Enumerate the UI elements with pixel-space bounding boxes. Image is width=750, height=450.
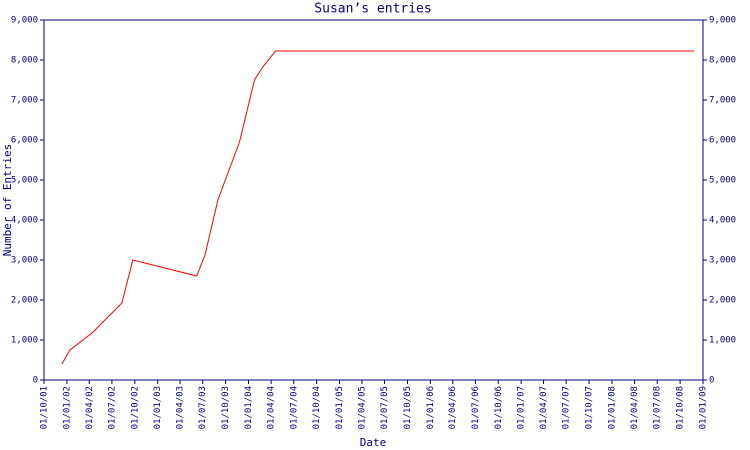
y2-tick-label: 8,000 bbox=[709, 56, 736, 66]
y2-tick-label: 1,000 bbox=[709, 336, 736, 346]
y2-tick-label: 2,000 bbox=[709, 296, 736, 306]
x-tick-label: 01/10/07 bbox=[585, 386, 595, 429]
x-tick-label: 01/04/03 bbox=[176, 386, 186, 429]
x-tick-label: 01/04/05 bbox=[357, 386, 367, 429]
y-tick-label: 9,000 bbox=[11, 16, 38, 26]
y-tick-label: 7,000 bbox=[11, 96, 38, 106]
x-tick-label: 01/04/08 bbox=[630, 386, 640, 429]
x-tick-label: 01/07/05 bbox=[380, 386, 390, 429]
y-tick-label: 4,000 bbox=[11, 216, 38, 226]
y-tick-label: 0 bbox=[33, 376, 38, 386]
x-tick-label: 01/01/09 bbox=[699, 386, 709, 429]
x-tick-label: 01/07/04 bbox=[289, 386, 299, 429]
x-tick-label: 01/07/06 bbox=[471, 386, 481, 429]
y-tick-label: 6,000 bbox=[11, 136, 38, 146]
x-tick-label: 01/10/02 bbox=[130, 386, 140, 429]
x-tick-label: 01/04/06 bbox=[448, 386, 458, 429]
y-axis-label: Number of Entries bbox=[1, 144, 14, 257]
x-tick-label: 01/07/07 bbox=[562, 386, 572, 429]
x-tick-label: 01/10/04 bbox=[312, 386, 322, 429]
y2-tick-label: 6,000 bbox=[709, 136, 736, 146]
x-tick-label: 01/10/06 bbox=[494, 386, 504, 429]
x-tick-label: 01/07/02 bbox=[107, 386, 117, 429]
x-tick-label: 01/01/04 bbox=[244, 386, 254, 429]
data-line bbox=[61, 50, 695, 365]
y-tick-label: 2,000 bbox=[11, 296, 38, 306]
x-axis-label: Date bbox=[360, 436, 387, 449]
x-tick-label: 01/04/04 bbox=[267, 386, 277, 429]
x-tick-label: 01/01/02 bbox=[62, 386, 72, 429]
x-tick-label: 01/01/06 bbox=[426, 386, 436, 429]
y-tick-label: 8,000 bbox=[11, 56, 38, 66]
x-tick-label: 01/10/08 bbox=[676, 386, 686, 429]
y2-tick-label: 9,000 bbox=[709, 16, 736, 26]
x-tick-label: 01/01/07 bbox=[517, 386, 527, 429]
x-tick-label: 01/07/03 bbox=[198, 386, 208, 429]
x-tick-label: 01/10/05 bbox=[403, 386, 413, 429]
y2-tick-label: 3,000 bbox=[709, 256, 736, 266]
y-tick-label: 5,000 bbox=[11, 176, 38, 186]
x-tick-label: 01/01/05 bbox=[335, 386, 345, 429]
y2-tick-label: 0 bbox=[709, 376, 714, 386]
plot-frame bbox=[43, 19, 704, 381]
y2-tick-label: 4,000 bbox=[709, 216, 736, 226]
x-tick-label: 01/01/03 bbox=[153, 386, 163, 429]
y2-tick-label: 5,000 bbox=[709, 176, 736, 186]
y-tick-label: 1,000 bbox=[11, 336, 38, 346]
x-tick-label: 01/07/08 bbox=[653, 386, 663, 429]
y2-tick-label: 7,000 bbox=[709, 96, 736, 106]
x-tick-label: 01/10/03 bbox=[221, 386, 231, 429]
y-tick-label: 3,000 bbox=[11, 256, 38, 266]
x-tick-label: 01/04/07 bbox=[539, 386, 549, 429]
chart-title: Susan’s entries bbox=[314, 2, 431, 17]
x-tick-label: 01/01/08 bbox=[607, 386, 617, 429]
x-tick-label: 01/10/01 bbox=[40, 386, 50, 429]
x-tick-label: 01/04/02 bbox=[85, 386, 95, 429]
